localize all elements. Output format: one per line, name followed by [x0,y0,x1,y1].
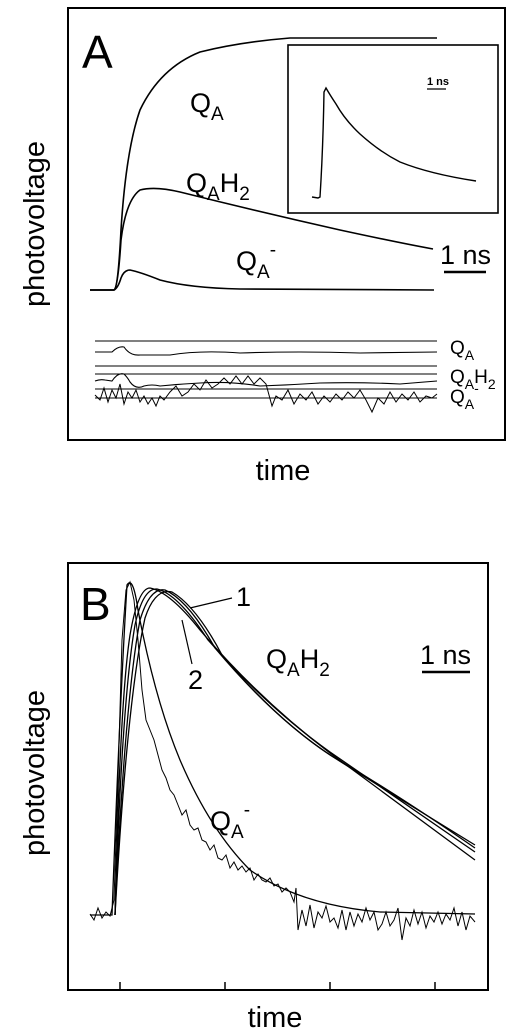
fit-label-1-leader [189,597,233,609]
panel-b-frame [67,562,489,991]
trace-a-qah2 [90,187,434,291]
fit-label-2-leader [181,619,193,665]
trace-a-qam [90,269,435,291]
label-a-qah2: QAH2 [186,168,250,205]
label-a-qa: QA [190,88,224,125]
panel-a-xlabel: time [256,455,311,487]
resid-label-qam: QA- [450,380,479,412]
panel-b-xlabel: time [248,1002,303,1034]
panel-a: A photovoltage time QA QAH2 QA- 1 ns 1 n… [19,7,506,487]
fit-b-qah2-a [114,587,476,916]
fits-b-qah2 [114,587,476,916]
fit-b-qah2-c [114,589,476,916]
panel-a-frame [67,7,506,441]
label-b-qam: QA- [210,800,250,843]
panel-b-letter: B [80,578,111,630]
fit-b-qah2-b [114,588,476,916]
scale-bar-b-label: 1 ns [420,640,471,670]
resid-a-qa [95,346,438,356]
scale-bar-a-label: 1 ns [440,240,491,270]
fit-label-2: 2 [188,665,203,695]
panel-b: B photovoltage time 1 2 QAH2 QA- 1 ns [19,562,489,1034]
resid-a-qah2 [94,373,438,388]
label-b-qah2: QAH2 [266,644,330,681]
inset-trace [311,86,477,199]
panel-a-letter: A [82,26,113,78]
panel-a-ylabel: photovoltage [19,141,51,307]
residuals-a [94,340,438,414]
inset-scale-bar-label: 1 ns [427,76,449,88]
resid-label-qah2: QAH2 [450,367,496,392]
resid-a-qam [94,375,438,414]
trace-b-qam-data [89,580,476,941]
label-a-qam: QA- [236,240,276,283]
fit-b-qah2-d [114,590,476,916]
panel-b-ylabel: photovoltage [19,690,51,856]
resid-label-qa: QA [450,338,475,363]
fit-label-1: 1 [236,582,251,612]
inset-frame [287,44,499,214]
trace-b-qam-fit [90,582,476,916]
